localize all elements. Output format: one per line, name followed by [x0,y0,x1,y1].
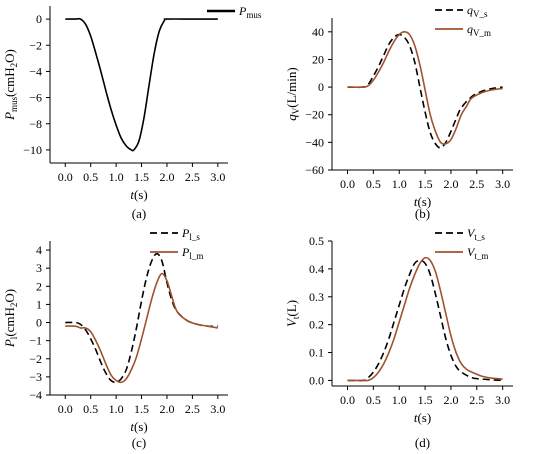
x-tick-label: 0.5 [366,393,381,407]
x-tick-label: 0.0 [58,170,73,184]
y-tick-label: 3 [36,261,42,275]
y-tick-label: −8 [29,117,42,131]
x-tick-label: 1.0 [392,393,407,407]
panel-a: 0.0 0.5 1.0 1.5 2.0 2.5 3.0 0 −2 −4 −6 −8 −10 t(s) Pmu… [2,4,262,221]
y-tick-label: −20 [305,108,324,122]
y-axis-label: qV(L/min) [284,67,301,120]
x-tick-label: 2.0 [443,393,458,407]
y-tick-label: 0.5 [309,234,324,248]
x-axis-label: t(s) [130,419,147,434]
x-tick-label: 0.5 [83,402,98,416]
series-line-qv-m [347,31,503,145]
panel-caption: (b) [415,206,430,221]
x-axis-label: t(s) [414,194,431,209]
y-tick-label: −60 [305,163,324,177]
panel-b: 0.0 0.5 1.0 1.5 2.0 2.5 3.0 40 20 0 −20 −40 −60 t(s) q… [284,3,513,221]
x-tick-label: 0.0 [340,393,355,407]
x-tick-label: 1.5 [134,170,149,184]
series-line-pmus [65,17,218,152]
x-tick-label: 1.5 [418,177,433,191]
x-tick-label: 0.0 [340,177,355,191]
x-tick-label: 3.0 [495,393,510,407]
y-tick-label: 0.2 [309,318,324,332]
panel-d: 0.0 0.5 1.0 1.5 2.0 2.5 3.0 0.5 0.4 0.3 0.2 0.1 0.0 t… [284,226,513,450]
panel-c: 0.0 0.5 1.0 1.5 2.0 2.5 3.0 4 3 2 1 0 −1 −2 −3 −4 t(s) Pl… [2,226,228,450]
panel-caption: (d) [415,435,430,450]
y-tick-label: −1 [29,334,42,348]
x-tick-label: 2.0 [443,177,458,191]
x-tick-label: 0.0 [58,402,73,416]
x-tick-label: 2.5 [185,402,200,416]
legend-label: Pl_m [181,245,203,261]
y-tick-label: 0.0 [309,373,324,387]
y-tick-label: 0 [318,80,324,94]
x-tick-label: 1.5 [418,393,433,407]
x-tick-label: 0.5 [83,170,98,184]
x-tick-label: 2.5 [469,177,484,191]
series-line-vt-m [347,256,503,382]
x-tick-label: 1.0 [109,170,124,184]
legend-label: Pmus [238,4,262,20]
y-tick-label: 0.1 [309,346,324,360]
series-line-vt-s [347,259,503,382]
y-tick-label: −2 [29,352,42,366]
x-tick-label: 2.0 [159,170,174,184]
x-tick-label: 1.5 [134,402,149,416]
legend-label: Vt_m [467,245,488,261]
y-tick-label: 0.3 [309,290,324,304]
y-axis-label: Vt(L) [284,300,301,327]
x-tick-label: 1.0 [392,177,407,191]
x-tick-label: 2.5 [185,170,200,184]
x-axis-label: t(s) [414,410,431,425]
x-tick-label: 2.0 [159,402,174,416]
x-tick-label: 1.0 [109,402,124,416]
x-axis-label: t(s) [130,187,147,202]
y-tick-label: −6 [29,91,42,105]
x-tick-label: 3.0 [210,402,225,416]
x-tick-label: 0.5 [366,177,381,191]
y-tick-label: −4 [29,64,42,78]
legend-label: Pl_s [181,226,200,242]
legend-label: Vt_s [467,226,485,242]
y-tick-label: 4 [36,243,42,257]
legend-label: qV_m [467,22,491,38]
series-line-pl-m [65,272,218,384]
x-tick-label: 2.5 [469,393,484,407]
y-axis-label: Pl(cmH2O) [2,289,19,348]
y-tick-label: 2 [36,279,42,293]
y-tick-label: 0 [36,12,42,26]
x-tick-label: 3.0 [495,177,510,191]
y-tick-label: −3 [29,370,42,384]
y-tick-label: −40 [305,135,324,149]
y-tick-label: 40 [312,25,324,39]
y-tick-label: −10 [23,143,42,157]
y-tick-label: 0.4 [309,262,324,276]
x-tick-label: 3.0 [210,170,225,184]
y-tick-label: −4 [29,388,42,402]
panel-caption: (a) [132,206,146,221]
y-tick-label: 1 [36,297,42,311]
panel-caption: (c) [132,435,146,450]
y-tick-label: −2 [29,38,42,52]
y-tick-label: 0 [36,316,42,330]
y-axis-label: Pmus(cmH2O) [2,49,19,121]
series-line-pl-s [65,252,218,384]
legend-label: qV_s [467,3,488,19]
y-tick-label: 20 [312,52,324,66]
